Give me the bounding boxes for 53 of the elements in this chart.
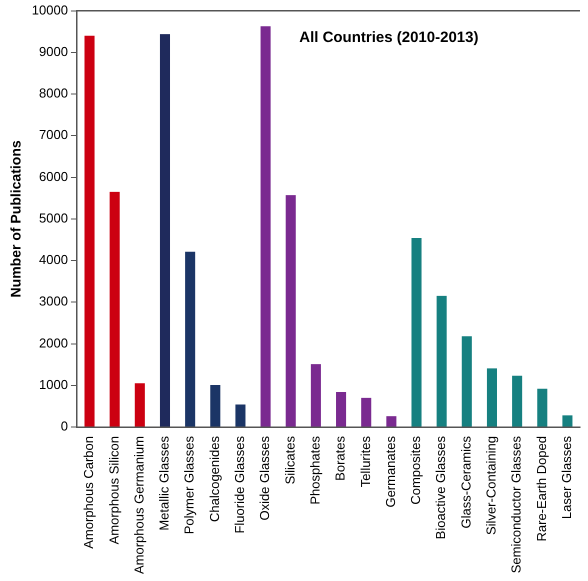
x-tick-label: Amorphous Germanium [131,436,146,574]
bar [210,384,220,426]
bar [185,252,196,426]
x-tick-label: Chalcogenides [206,436,222,522]
x-tick-label: Laser Glasses [559,436,574,520]
y-tick-label: 2000 [39,335,68,350]
x-tick-label: Fluoride Glasses [232,436,248,534]
bar [361,398,372,426]
bar [286,195,296,426]
y-tick-label: 8000 [39,86,68,101]
y-tick-label: 9000 [39,44,68,59]
y-tick-label: 5000 [39,210,68,226]
bar [562,415,572,426]
bar [260,26,271,426]
bar [512,376,522,426]
bar [84,36,95,426]
bar [411,238,422,426]
y-tick-label: 4000 [39,252,68,268]
x-tick-label: Silver-Containing [484,436,499,535]
bar [235,404,246,426]
bar [436,296,447,426]
x-tick-label: Metallic Glasses [156,436,172,531]
x-tick-label: Borates [332,436,348,481]
x-tick-label: Amorphous Carbon [81,436,96,549]
y-tick-label: 0 [60,418,68,434]
x-tick-label: Amorphous Silicon [106,436,122,544]
y-tick-label: 7000 [39,127,68,142]
bar [336,392,346,426]
x-tick-label: Polymer Glasses [182,436,197,534]
y-tick-label: 1000 [39,376,68,392]
bar [486,368,497,426]
x-tick-label: Phosphates [307,436,322,505]
x-tick-label: Semiconductor Glasses [508,436,524,574]
text: All Countries (2010-2013) [299,28,478,46]
bar [160,34,170,426]
bar [462,336,472,426]
x-tick-label: Tellurites [358,436,373,488]
x-tick-label: Rare-Earth Doped [534,436,549,542]
bar [386,416,396,426]
y-tick-label: 3000 [39,294,68,309]
bar [134,383,145,426]
bar [310,364,321,426]
x-tick-label: Germanates [382,436,398,508]
x-tick-label: Composites [408,436,424,505]
y-axis-title: Number of Publications [7,140,24,298]
y-tick-label: 6000 [39,168,68,184]
bar [537,388,548,426]
x-tick-label: Oxide Glasses [257,436,272,521]
x-tick-label: Silicates [282,436,298,484]
y-tick-label: 10000 [32,2,68,18]
bar [110,192,120,426]
x-tick-label: Bioactive Glasses [433,436,448,540]
x-tick-label: Glass-Ceramics [458,436,474,528]
